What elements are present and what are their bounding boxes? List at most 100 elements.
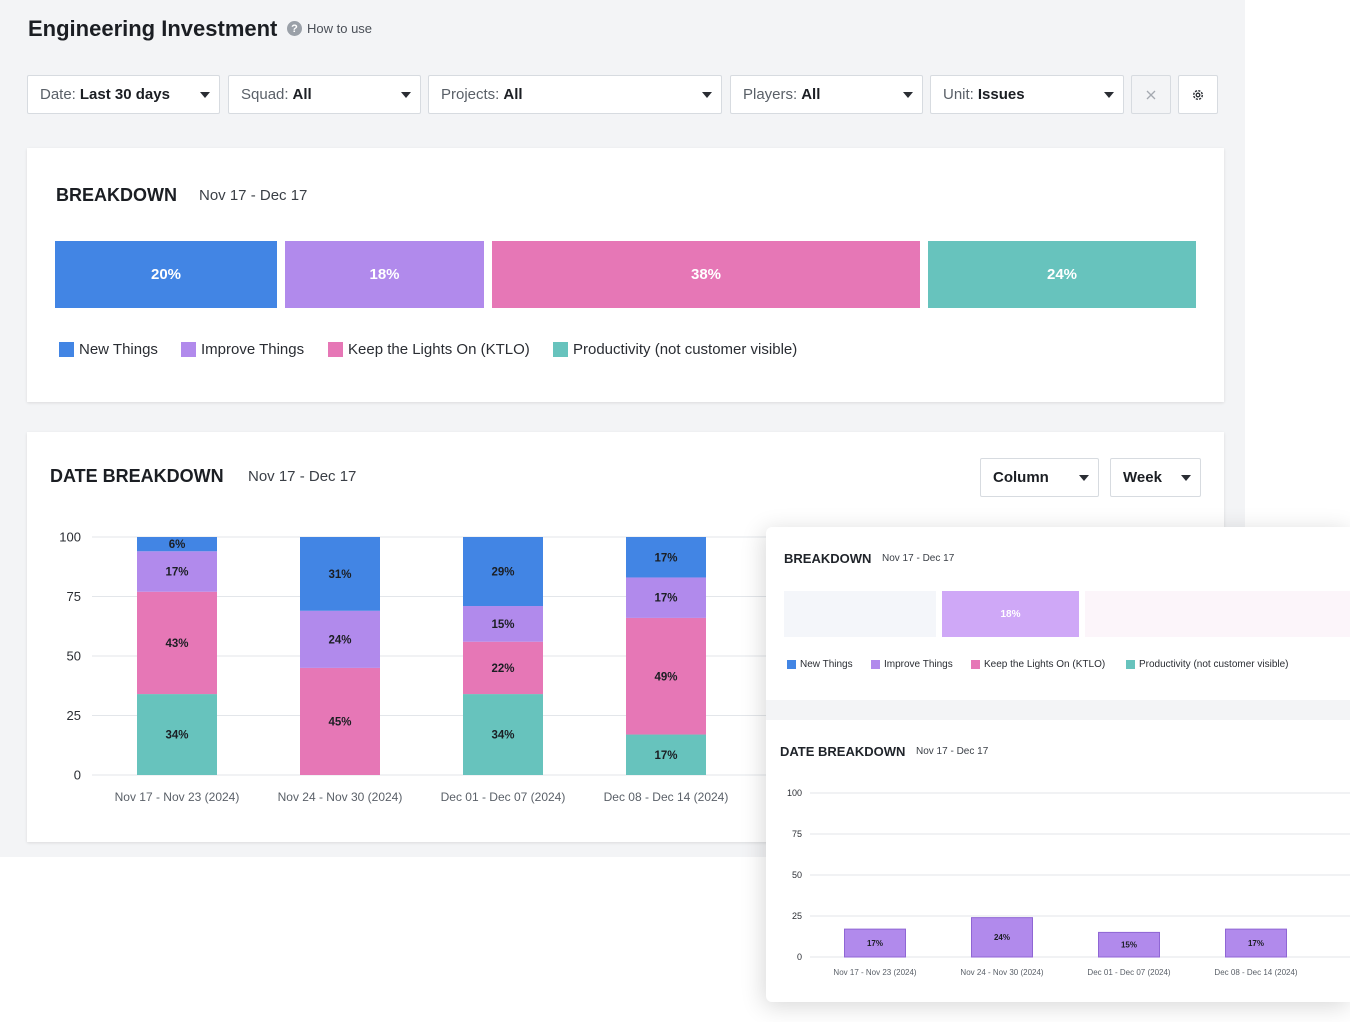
legend-swatch (328, 342, 343, 357)
unit-filter[interactable]: Unit: Issues (930, 75, 1124, 114)
segment-label: 38% (690, 266, 722, 283)
unit-filter-value: Issues (977, 86, 1025, 103)
bar-data-label: 15% (491, 619, 514, 631)
breakdown-segment-productivity[interactable]: 24% (928, 241, 1196, 308)
bar-data-label: 34% (165, 730, 188, 742)
overlay-legend-ktlo[interactable]: Keep the Lights On (KTLO) (971, 659, 1105, 670)
overlay-breakdown-title: BREAKDOWN (784, 551, 872, 566)
bar-segment (300, 537, 380, 611)
bar-segment (844, 928, 906, 958)
overlay-segment-label: 18% (1000, 608, 1021, 620)
legend-swatch (59, 342, 74, 357)
bar-segment (1225, 928, 1287, 958)
bar-data-label: 24% (994, 933, 1010, 942)
x-tick-label: Dec 01 - Dec 07 (2024) (1087, 968, 1170, 977)
squad-filter[interactable]: Squad: All (228, 75, 421, 114)
x-tick-label: Dec 08 - Dec 14 (2024) (604, 790, 729, 804)
date-breakdown-chart: 0 25 50 75 100 34% 43% 17% 6% Nov 17 - Nov 23 (20… (59, 530, 1230, 804)
interval-dropdown[interactable]: Week (1110, 458, 1201, 497)
players-filter-label: Players: (743, 86, 798, 103)
bar-segment (137, 694, 217, 775)
bar-segment (300, 667, 380, 775)
players-filter[interactable]: Players: All (730, 75, 923, 114)
projects-filter[interactable]: Projects: All (428, 75, 722, 114)
bar-segment (626, 577, 706, 618)
segment-label: 20% (150, 266, 182, 283)
overlay-date-title: DATE BREAKDOWN (780, 744, 906, 759)
y-tick-label: 25 (67, 708, 81, 723)
breakdown-segment-new-things[interactable]: 20% (55, 241, 277, 308)
bar-segment (463, 537, 543, 607)
bar-segment (137, 537, 217, 552)
legend-label: New Things (79, 341, 158, 358)
x-tick-label: Dec 08 - Dec 14 (2024) (1214, 968, 1297, 977)
legend-item-new-things[interactable]: New Things (59, 341, 158, 358)
settings-button[interactable] (1178, 75, 1218, 114)
legend-swatch (787, 660, 796, 669)
chart-type-value: Column (993, 469, 1049, 486)
overlay-segment-improve-things[interactable]: 18% (942, 591, 1079, 637)
chart-type-dropdown[interactable]: Column (980, 458, 1099, 497)
projects-filter-value: All (503, 86, 523, 103)
legend-label: Improve Things (201, 341, 305, 358)
breakdown-card: BREAKDOWN Nov 17 - Dec 17 20% 18% 38% 24… (27, 148, 1224, 402)
bar-data-label: 17% (165, 567, 188, 579)
date-breakdown-title: DATE BREAKDOWN (50, 466, 224, 486)
date-breakdown-range: Nov 17 - Dec 17 (248, 468, 357, 485)
legend-item-productivity[interactable]: Productivity (not customer visible) (553, 341, 797, 358)
players-filter-value: All (801, 86, 821, 103)
gear-icon (1192, 89, 1204, 100)
date-filter-value: Last 30 days (79, 86, 170, 103)
overlay-legend-improve-things[interactable]: Improve Things (871, 659, 953, 670)
bar-data-label: 15% (1121, 941, 1137, 950)
page-title: Engineering Investment (28, 16, 278, 41)
clear-filters-button[interactable] (1131, 75, 1171, 114)
chevron-down-icon (1181, 475, 1191, 481)
overlay-legend-productivity[interactable]: Productivity (not customer visible) (1126, 659, 1289, 670)
bar-segment (626, 734, 706, 775)
date-filter-label: Date: (40, 86, 76, 103)
how-to-use-label: How to use (307, 21, 373, 36)
legend-label: New Things (800, 659, 853, 670)
bar-segment (626, 617, 706, 735)
bar-segment (463, 641, 543, 695)
bar-data-label: 34% (491, 730, 514, 742)
bar-segment (626, 537, 706, 578)
y-tick-label: 100 (787, 788, 802, 798)
bar-data-label: 17% (1248, 939, 1264, 948)
bar-data-label: 49% (654, 671, 677, 683)
breakdown-segment-improve-things[interactable]: 18% (285, 241, 484, 308)
y-tick-label: 50 (67, 649, 81, 664)
overlay-segment-ktlo-faded (1085, 591, 1350, 637)
breakdown-segment-ktlo[interactable]: 38% (492, 241, 920, 308)
chevron-down-icon (702, 92, 712, 98)
legend-label: Improve Things (884, 659, 953, 670)
close-icon (1146, 90, 1156, 99)
legend-label: Productivity (not customer visible) (1139, 659, 1289, 670)
zoomed-preview-panel: BREAKDOWN Nov 17 - Dec 17 18% New Things… (766, 527, 1350, 1002)
bar-data-label: 31% (328, 569, 351, 581)
squad-filter-value: All (292, 86, 312, 103)
bar-segment (971, 917, 1033, 958)
bar-data-label: 17% (867, 939, 883, 948)
chevron-down-icon (903, 92, 913, 98)
overlay-divider (766, 700, 1350, 720)
legend-item-improve-things[interactable]: Improve Things (181, 341, 304, 358)
overlay-legend-new-things[interactable]: New Things (787, 659, 853, 670)
bar-data-label: 6% (169, 539, 186, 551)
chevron-down-icon (200, 92, 210, 98)
legend-label: Productivity (not customer visible) (573, 341, 798, 358)
legend-item-ktlo[interactable]: Keep the Lights On (KTLO) (328, 341, 530, 358)
date-filter[interactable]: Date: Last 30 days (27, 75, 220, 114)
bar-data-label: 17% (654, 552, 677, 564)
segment-label: 18% (369, 266, 400, 283)
bar-data-label: 17% (654, 750, 677, 762)
legend-swatch (553, 342, 568, 357)
how-to-use-link[interactable]: ? How to use (287, 21, 372, 36)
breakdown-title: BREAKDOWN (56, 185, 177, 205)
interval-value: Week (1123, 469, 1162, 486)
y-tick-label: 75 (792, 829, 802, 839)
chevron-down-icon (1104, 92, 1114, 98)
bar-segment (463, 694, 543, 775)
bar-data-label: 43% (165, 638, 188, 650)
